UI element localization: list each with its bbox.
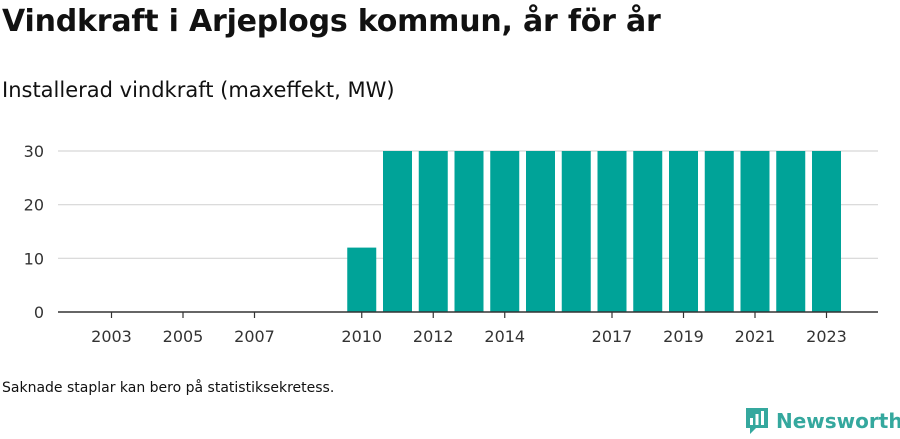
bar — [383, 151, 412, 312]
bar — [633, 151, 663, 312]
bar — [347, 247, 377, 312]
y-tick-label: 0 — [34, 303, 44, 322]
bar — [812, 151, 841, 312]
chart-subtitle: Installerad vindkraft (maxeffekt, MW) — [2, 78, 395, 102]
bar — [740, 151, 770, 312]
brand-logo: Newsworthy — [744, 406, 900, 436]
bar — [561, 151, 591, 312]
y-tick-label: 20 — [24, 196, 44, 215]
x-tick-label: 2010 — [341, 327, 382, 346]
x-tick-label: 2012 — [413, 327, 454, 346]
chart-title: Vindkraft i Arjeplogs kommun, år för år — [2, 4, 661, 39]
bar — [418, 151, 448, 312]
brand-name: Newsworthy — [776, 409, 900, 433]
x-tick-label: 2019 — [663, 327, 704, 346]
x-tick-label: 2003 — [91, 327, 132, 346]
x-tick-label: 2021 — [735, 327, 776, 346]
newsworthy-logo-icon — [746, 408, 768, 434]
x-tick-label: 2007 — [234, 327, 275, 346]
bar — [669, 151, 698, 312]
y-tick-label: 10 — [24, 249, 44, 268]
bar — [776, 151, 806, 312]
y-tick-label: 30 — [24, 142, 44, 161]
bar — [454, 151, 484, 312]
footnote: Saknade staplar kan bero på statistiksek… — [2, 380, 335, 396]
x-tick-label: 2017 — [592, 327, 633, 346]
x-tick-label: 2023 — [806, 327, 847, 346]
bar — [597, 151, 627, 312]
bar — [704, 151, 734, 312]
bar — [526, 151, 555, 312]
x-tick-label: 2005 — [163, 327, 204, 346]
x-tick-label: 2014 — [484, 327, 525, 346]
bar — [490, 151, 520, 312]
